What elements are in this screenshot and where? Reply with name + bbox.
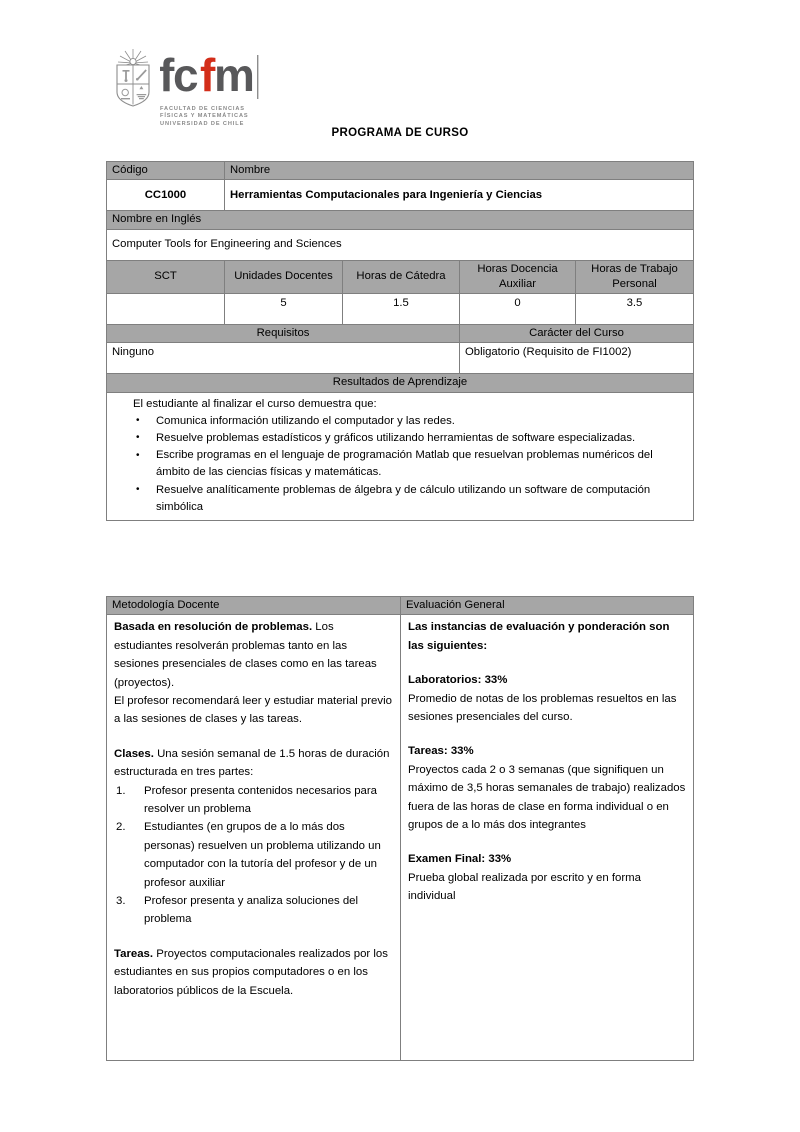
value-nombre-ingles: Computer Tools for Engineering and Scien… xyxy=(106,228,694,261)
value-horas-docencia-auxiliar: 0 xyxy=(459,293,576,326)
table-row-codigo-value: CC1000 Herramientas Computacionales para… xyxy=(106,179,694,212)
evaluacion-item-label: Laboratorios: 33% xyxy=(408,674,508,687)
metodologia-paragraph-4: Tareas. Proyectos computacionales realiz… xyxy=(114,945,393,1000)
value-horas-catedra: 1.5 xyxy=(342,293,460,326)
svg-text:c: c xyxy=(173,51,199,101)
header-nombre: Nombre xyxy=(224,160,694,181)
list-item: Comunica información utilizando el compu… xyxy=(133,412,688,430)
metodologia-p4-rest: Proyectos computacionales realizados por… xyxy=(114,947,388,997)
value-codigo: CC1000 xyxy=(106,179,225,212)
metodologia-p4-lead: Tareas. xyxy=(114,947,154,960)
value-nombre: Herramientas Computacionales para Ingeni… xyxy=(224,179,694,212)
metodologia-paragraph-2: El profesor recomendará leer y estudiar … xyxy=(114,694,392,726)
metodologia-p3-rest: Una sesión semanal de 1.5 horas de durac… xyxy=(114,747,390,779)
value-requisitos: Ninguno xyxy=(106,342,460,375)
header-unidades-docentes: Unidades Docentes xyxy=(224,259,343,295)
metodologia-steps-list: Profesor presenta contenidos necesarios … xyxy=(114,782,393,929)
evaluacion-item-label: Tareas: 33% xyxy=(408,745,474,758)
table-row-nombre-ingles-value: Computer Tools for Engineering and Scien… xyxy=(106,228,694,261)
value-horas-trabajo-personal: 3.5 xyxy=(575,293,694,326)
metodologia-p1-lead: Basada en resolución de problemas. xyxy=(114,621,313,634)
faculty-caption: FACULTAD DE CIENCIAS FÍSICAS Y MATEMÁTIC… xyxy=(160,106,249,127)
list-item: Profesor presenta contenidos necesarios … xyxy=(116,782,378,815)
svg-text:f: f xyxy=(200,51,216,101)
evaluacion-item-text: Proyectos cada 2 o 3 semanas (que signif… xyxy=(408,763,686,831)
table-row-method-body: Basada en resolución de problemas. Los e… xyxy=(106,614,694,1062)
value-unidades-docentes: 5 xyxy=(224,293,343,326)
table-row-hours-header: SCT Unidades Docentes Horas de Cátedra H… xyxy=(106,259,694,295)
table-row-resultados-value: El estudiante al finalizar el curso demu… xyxy=(106,391,694,522)
header-resultados-aprendizaje: Resultados de Aprendizaje xyxy=(106,373,694,393)
header-evaluacion-general: Evaluación General xyxy=(400,595,694,616)
header-horas-docencia-auxiliar: Horas Docencia Auxiliar xyxy=(459,259,576,295)
metodologia-paragraph-3: Clases. Una sesión semanal de 1.5 horas … xyxy=(114,745,393,782)
list-item: Resuelve problemas estadísticos y gráfic… xyxy=(133,429,688,447)
course-info-table: Código Nombre CC1000 Herramientas Comput… xyxy=(106,160,694,522)
header-sct: SCT xyxy=(106,259,225,295)
svg-text:m: m xyxy=(214,51,255,101)
evaluacion-item-label: Examen Final: 33% xyxy=(408,853,512,866)
table-row-codigo-header: Código Nombre xyxy=(106,160,694,181)
svg-text:f: f xyxy=(160,51,175,101)
outcomes-intro: El estudiante al finalizar el curso demu… xyxy=(133,397,377,410)
methodology-evaluation-table: Metodología Docente Evaluación General B… xyxy=(106,595,694,1062)
evaluacion-intro: Las instancias de evaluación y ponderaci… xyxy=(408,621,670,652)
header-horas-catedra: Horas de Cátedra xyxy=(342,259,460,295)
fcfm-wordmark-icon: f c f m xyxy=(160,51,259,101)
value-sct xyxy=(106,293,225,326)
table-row-resultados-header: Resultados de Aprendizaje xyxy=(106,373,694,393)
header-horas-trabajo-personal: Horas de Trabajo Personal xyxy=(575,259,694,295)
list-item: Profesor presenta y analiza soluciones d… xyxy=(116,892,359,926)
learning-outcomes-cell: El estudiante al finalizar el curso demu… xyxy=(106,391,694,522)
table-row-method-header: Metodología Docente Evaluación General xyxy=(106,595,694,616)
metodologia-cell: Basada en resolución de problemas. Los e… xyxy=(106,614,401,1062)
table-row-nombre-ingles-header: Nombre en Inglés xyxy=(106,210,694,230)
list-item: Estudiantes (en grupos de a lo más dos p… xyxy=(116,818,381,889)
metodologia-p3-lead: Clases. xyxy=(114,747,154,760)
table-row-hours-values: 5 1.5 0 3.5 xyxy=(106,293,694,326)
evaluacion-item-text: Promedio de notas de los problemas resue… xyxy=(408,692,677,723)
header-requisitos: Requisitos xyxy=(106,324,460,344)
evaluacion-cell: Las instancias de evaluación y ponderaci… xyxy=(400,614,694,1062)
list-item: Resuelve analíticamente problemas de álg… xyxy=(133,481,688,516)
table-row-requisitos-header: Requisitos Carácter del Curso xyxy=(106,324,694,344)
header-metodologia-docente: Metodología Docente xyxy=(106,595,401,616)
metodologia-paragraph-1: Basada en resolución de problemas. Los e… xyxy=(114,618,393,692)
outcomes-list: Comunica información utilizando el compu… xyxy=(112,412,688,516)
universidad-de-chile-crest-icon xyxy=(116,49,150,107)
metodologia-p1-rest: Los estudiantes resolverán problemas tan… xyxy=(114,621,377,689)
header-codigo: Código xyxy=(106,160,225,181)
evaluacion-item-text: Prueba global realizada por escrito y en… xyxy=(408,871,642,903)
table-row-requisitos-value: Ninguno Obligatorio (Requisito de FI1002… xyxy=(106,342,694,375)
header-nombre-ingles: Nombre en Inglés xyxy=(106,210,694,230)
value-caracter-curso: Obligatorio (Requisito de FI1002) xyxy=(459,342,694,375)
list-item: Escribe programas en el lenguaje de prog… xyxy=(133,447,688,481)
header-caracter-curso: Carácter del Curso xyxy=(459,324,694,344)
fcfm-logo: f c f m FACULTAD DE CIENCIAS FÍSICAS Y M… xyxy=(112,48,312,134)
document-title: PROGRAMA DE CURSO xyxy=(331,127,469,139)
